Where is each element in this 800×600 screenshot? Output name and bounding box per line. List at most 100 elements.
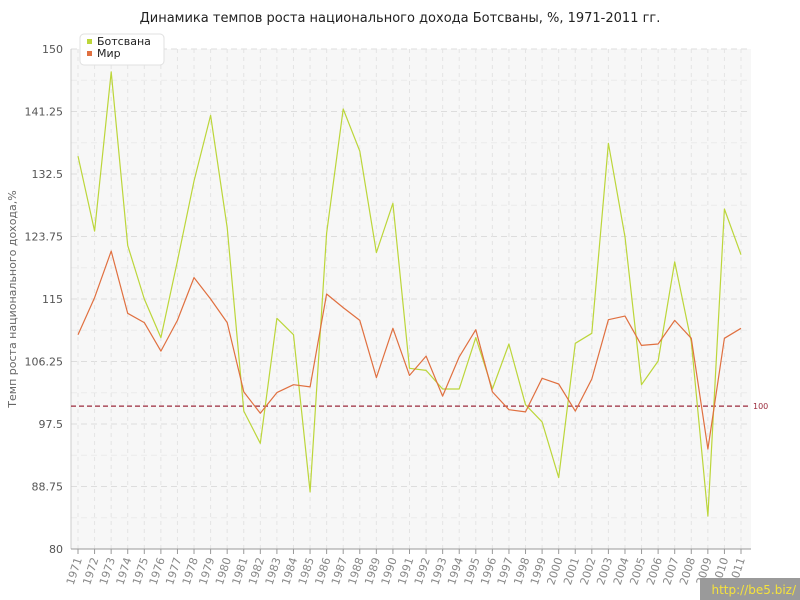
data-point[interactable] [93,229,97,233]
plot-area: 80 88.75 97.5 106.25 115 123.75 132.5 141.25 150… [25,33,768,587]
data-point[interactable] [623,235,627,239]
data-point[interactable] [706,447,710,451]
data-point[interactable] [308,490,312,494]
data-point[interactable] [590,377,594,381]
data-point[interactable] [242,409,246,413]
data-point[interactable] [441,387,445,391]
data-point[interactable] [325,292,329,296]
data-point[interactable] [540,420,544,424]
data-point[interactable] [142,297,146,301]
data-point[interactable] [308,385,312,389]
data-point[interactable] [524,403,528,407]
data-point[interactable] [209,113,213,117]
data-point[interactable] [93,296,97,300]
y-tick-label: 97.5 [39,418,64,431]
data-point[interactable] [623,314,627,318]
data-point[interactable] [640,383,644,387]
data-point[interactable] [275,316,279,320]
data-point[interactable] [175,318,179,322]
watermark-box [700,578,800,600]
data-point[interactable] [126,311,130,315]
y-tick-label: 115 [42,293,63,306]
data-point[interactable] [424,368,428,372]
data-point[interactable] [391,201,395,205]
data-point[interactable] [76,333,80,337]
data-point[interactable] [524,410,528,414]
data-point[interactable] [358,318,362,322]
data-point[interactable] [590,331,594,335]
data-point[interactable] [275,391,279,395]
data-point[interactable] [441,394,445,398]
data-point[interactable] [225,226,229,230]
data-point[interactable] [656,342,660,346]
data-point[interactable] [656,359,660,363]
data-point[interactable] [341,306,345,310]
data-point[interactable] [159,336,163,340]
data-point[interactable] [358,149,362,153]
data-point[interactable] [540,376,544,380]
data-point[interactable] [325,231,329,235]
data-point[interactable] [258,441,262,445]
series-line-0 [77,71,742,517]
data-point[interactable] [424,354,428,358]
data-point[interactable] [606,318,610,322]
chart-title: Динамика темпов роста национального дохо… [140,11,661,26]
data-point[interactable] [76,154,80,158]
data-point[interactable] [722,336,726,340]
data-point[interactable] [457,387,461,391]
series-line-1 [77,250,742,450]
data-point[interactable] [225,321,229,325]
legend-swatch [87,39,92,44]
y-tick-label: 88.75 [32,481,64,494]
data-point[interactable] [739,326,743,330]
data-point[interactable] [291,383,295,387]
legend-box [79,33,165,66]
data-point[interactable] [507,408,511,412]
data-point[interactable] [739,253,743,257]
data-point[interactable] [374,251,378,255]
data-point[interactable] [573,341,577,345]
data-point[interactable] [408,373,412,377]
legend-label[interactable]: Мир [97,47,121,60]
data-point[interactable] [159,349,163,353]
data-point[interactable] [192,276,196,280]
data-point[interactable] [507,342,511,346]
data-point[interactable] [557,382,561,386]
data-point[interactable] [192,179,196,183]
y-tick-label: 106.25 [25,356,64,369]
y-axis-label: Темп роста национального дохода,% [6,190,19,408]
data-point[interactable] [673,318,677,322]
legend-label[interactable]: Ботсвана [97,35,151,48]
watermark[interactable]: http://be5.biz/ [711,583,796,597]
y-tick-label: 123.75 [25,231,64,244]
data-point[interactable] [557,476,561,480]
data-point[interactable] [291,333,295,337]
data-point[interactable] [341,107,345,111]
data-point[interactable] [457,355,461,359]
data-point[interactable] [573,409,577,413]
data-point[interactable] [391,326,395,330]
data-point[interactable] [640,343,644,347]
legend-swatch [87,51,92,56]
data-point[interactable] [490,390,494,394]
data-point[interactable] [175,259,179,263]
y-tick-label: 80 [49,543,63,556]
data-point[interactable] [126,243,130,247]
data-point[interactable] [258,411,262,415]
data-point[interactable] [689,336,693,340]
data-point[interactable] [374,376,378,380]
data-point[interactable] [722,207,726,211]
data-point[interactable] [142,321,146,325]
data-point[interactable] [606,141,610,145]
data-point[interactable] [474,328,478,332]
data-point[interactable] [242,390,246,394]
data-point[interactable] [706,514,710,518]
data-point[interactable] [673,260,677,264]
y-tick-label: 132.5 [32,168,64,181]
reference-line-label: 100 [753,402,768,411]
data-point[interactable] [209,297,213,301]
data-point[interactable] [109,249,113,253]
data-point[interactable] [109,70,113,74]
y-tick-label: 150 [42,43,63,56]
